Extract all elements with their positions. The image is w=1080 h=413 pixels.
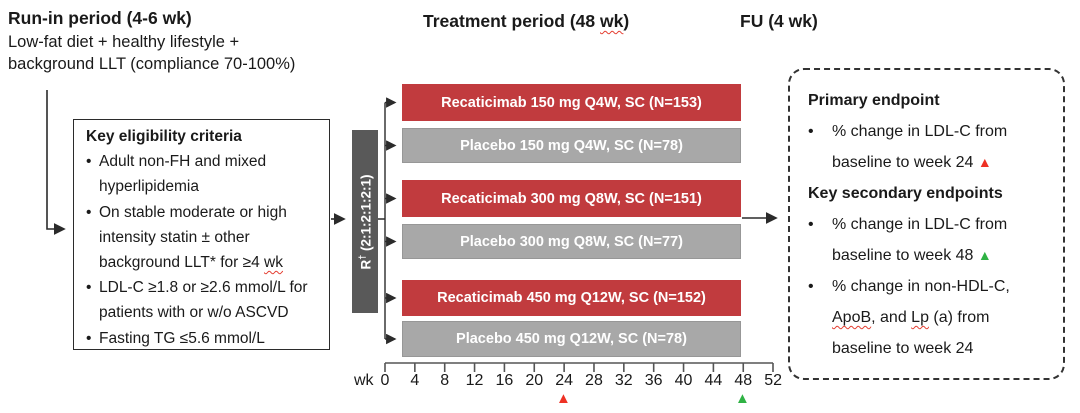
eligibility-bullet-3-cont: patients with or w/o ASCVD — [86, 300, 319, 325]
primary-endpoint-title: Primary endpoint — [808, 92, 940, 109]
axis-ruler — [384, 362, 774, 372]
treatment-period-title-text: Treatment period (48 — [423, 11, 600, 31]
runin-period-title: Run-in period (4-6 wk) — [8, 8, 192, 28]
axis-tick-label: 16 — [495, 372, 514, 389]
randomization-label: R† (2:1:2:1:2:1) — [357, 174, 374, 269]
treatment-period-title-wk: wk — [600, 11, 624, 31]
secondary-endpoint-1-line2: baseline to week 48 ▲ — [832, 240, 992, 271]
secondary-endpoint-2-line2-apob: ApoB — [832, 309, 872, 326]
secondary-endpoint-2-line2-lp: Lp — [911, 309, 929, 326]
randomization-box: R† (2:1:2:1:2:1) — [352, 130, 378, 313]
secondary-endpoint-2-line3: baseline to week 24 — [832, 340, 974, 357]
axis-tick-label: 52 — [764, 372, 782, 389]
eligibility-bullet-4-line1: Fasting TG ≤5.6 mmol/L — [99, 329, 265, 347]
endpoints-box: Primary endpoint • % change in LDL-C fro… — [788, 68, 1065, 380]
week24-primary-marker-icon: ▲ — [556, 390, 571, 407]
runin-description-line1: Low-fat diet + healthy lifestyle + — [8, 33, 240, 51]
axis-tick-label: 48 — [734, 372, 753, 389]
primary-endpoint-line2: baseline to week 24 ▲ — [832, 147, 992, 178]
primary-endpoint-bullet: • % change in LDL-C from — [808, 116, 1049, 147]
eligibility-bullet-1-cont: hyperlipidemia — [86, 174, 319, 199]
secondary-endpoint-2-line2: ApoB, and Lp (a) from — [832, 302, 989, 333]
axis-unit-label: wk — [354, 372, 374, 389]
eligibility-bullet-2-cont2: background LLT* for ≥4 wk — [86, 250, 319, 275]
eligibility-title: Key eligibility criteria — [86, 128, 242, 145]
secondary-endpoint-bullet-1-cont: baseline to week 48 ▲ — [808, 240, 1049, 271]
bullet-icon: • — [808, 216, 814, 233]
axis-tick-label: 32 — [614, 372, 633, 389]
axis-tick-label: 40 — [674, 372, 693, 389]
arm-bar-recaticimab-450: Recaticimab 450 mg Q12W, SC (N=152) — [402, 280, 741, 316]
week48-secondary-marker-icon: ▲ — [735, 390, 750, 407]
primary-endpoint-bullet-cont: baseline to week 24 ▲ — [808, 147, 1049, 178]
green-triangle-icon: ▲ — [977, 247, 992, 263]
arm-bar-recaticimab-150: Recaticimab 150 mg Q4W, SC (N=153) — [402, 84, 741, 121]
bullet-icon: • — [86, 153, 92, 171]
bullet-icon: • — [86, 203, 92, 221]
eligibility-bullet-1: • Adult non-FH and mixed — [86, 149, 319, 174]
primary-endpoint-line1: % change in LDL-C from — [832, 123, 1008, 140]
secondary-endpoint-bullet-1: • % change in LDL-C from — [808, 209, 1049, 240]
secondary-endpoint-bullet-2: • % change in non-HDL-C, — [808, 271, 1049, 302]
eligibility-bullet-3-line1: LDL-C ≥1.8 or ≥2.6 mmol/L for — [99, 279, 308, 297]
secondary-endpoints-title: Key secondary endpoints — [808, 185, 1003, 202]
secondary-endpoint-bullet-2-cont: ApoB, and Lp (a) from — [808, 302, 1049, 333]
eligibility-criteria-box: Key eligibility criteria • Adult non-FH … — [73, 119, 330, 350]
treatment-period-title-close: ) — [623, 11, 630, 31]
secondary-endpoint-2-line2-mid: , and — [871, 309, 912, 326]
runin-to-eligibility-arrow — [46, 90, 66, 235]
eligibility-bullet-2-line3: background LLT* for ≥4 wk — [99, 250, 283, 275]
secondary-endpoint-bullet-2-cont2: baseline to week 24 — [808, 333, 1049, 364]
randomization-r: R — [358, 259, 374, 270]
eligibility-bullet-1-line2: hyperlipidemia — [99, 178, 199, 196]
eligibility-bullet-2-line2: intensity statin ± other — [99, 228, 250, 246]
eligibility-bullet-2-cont: intensity statin ± other — [86, 225, 319, 250]
primary-endpoint-line2-text: baseline to week 24 — [832, 154, 978, 171]
secondary-endpoint-2-line1: % change in non-HDL-C, — [832, 278, 1010, 295]
randomization-ratio: (2:1:2:1:2:1) — [358, 173, 374, 255]
axis-ruler-line — [384, 362, 774, 372]
secondary-endpoint-1-line1: % change in LDL-C from — [832, 216, 1008, 233]
eligibility-bullet-4: • Fasting TG ≤5.6 mmol/L — [86, 326, 319, 351]
arm-bar-placebo-300: Placebo 300 mg Q8W, SC (N=77) — [402, 224, 741, 259]
secondary-endpoint-2-line2-post: (a) from — [928, 309, 990, 326]
axis-tick-label: 12 — [465, 372, 484, 389]
eligibility-bullet-2-line3-text: background LLT* for ≥4 — [99, 254, 265, 272]
axis-tick-label: 8 — [440, 372, 450, 389]
bullet-icon: • — [808, 123, 814, 140]
bullet-icon: • — [808, 278, 814, 295]
bullet-icon: • — [86, 279, 92, 297]
axis-tick-label: 4 — [410, 372, 420, 389]
treatment-period-title: Treatment period (48 wk) — [423, 11, 629, 32]
axis-tick-label: 36 — [644, 372, 663, 389]
randomization-branch-line — [377, 102, 386, 339]
followup-period-title: FU (4 wk) — [740, 11, 818, 31]
eligibility-bullet-2-line1: On stable moderate or high — [99, 203, 287, 221]
eligibility-bullet-2: • On stable moderate or high — [86, 200, 319, 225]
arm-bar-placebo-450: Placebo 450 mg Q12W, SC (N=78) — [402, 321, 741, 357]
axis-tick-label: 0 — [380, 372, 390, 389]
axis-tick-labels: 0 4 8 12 16 20 24 28 32 36 40 44 48 52 — [370, 372, 788, 390]
axis-tick-label: 44 — [704, 372, 723, 389]
arm-bar-recaticimab-300: Recaticimab 300 mg Q8W, SC (N=151) — [402, 180, 741, 217]
axis-tick-label: 24 — [555, 372, 573, 389]
randomization-dagger: † — [356, 254, 367, 260]
eligibility-bullet-3: • LDL-C ≥1.8 or ≥2.6 mmol/L for — [86, 275, 319, 300]
secondary-endpoint-1-line2-text: baseline to week 48 — [832, 247, 978, 264]
eligibility-bullet-3-line2: patients with or w/o ASCVD — [99, 304, 289, 322]
eligibility-bullet-1-line1: Adult non-FH and mixed — [99, 153, 267, 171]
red-triangle-icon: ▲ — [977, 154, 992, 170]
bullet-icon: • — [86, 329, 92, 347]
axis-tick-label: 28 — [585, 372, 603, 389]
runin-description-line2: background LLT (compliance 70-100%) — [8, 55, 296, 73]
axis-tick-label: 20 — [525, 372, 544, 389]
eligibility-bullet-2-line3-wk: wk — [264, 254, 283, 272]
arm-bar-placebo-150: Placebo 150 mg Q4W, SC (N=78) — [402, 128, 741, 163]
